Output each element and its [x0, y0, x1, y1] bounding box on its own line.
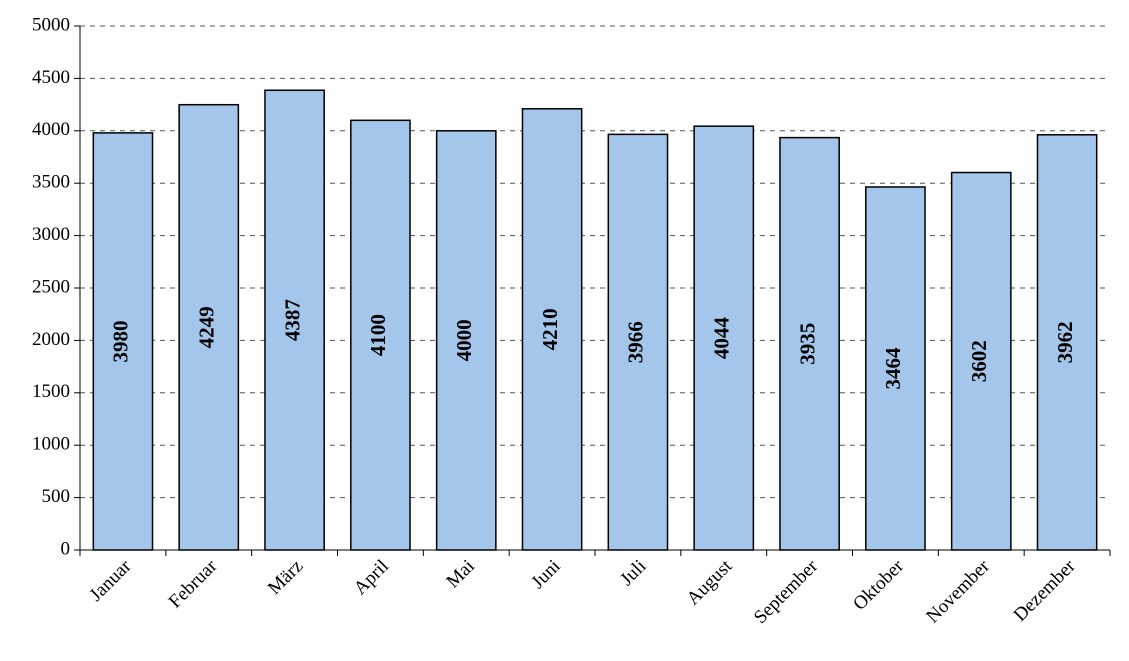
y-tick-label: 4500 — [32, 67, 70, 88]
data-label: 3980 — [109, 320, 133, 362]
bar — [178, 103, 240, 551]
bar — [1036, 134, 1098, 551]
x-tick-label: März — [264, 556, 307, 599]
data-label: 3962 — [1053, 321, 1077, 363]
y-tick-label: 0 — [61, 538, 71, 559]
y-tick-label: 1500 — [32, 381, 70, 402]
x-tick-label: Mai — [442, 556, 478, 592]
data-label: 4387 — [280, 299, 304, 341]
data-label: 4044 — [710, 317, 734, 360]
x-tick-label: Dezember — [1010, 555, 1081, 626]
data-label: 4210 — [538, 308, 562, 350]
x-tick-label: November — [922, 555, 994, 627]
data-label: 3935 — [795, 323, 819, 365]
bar — [350, 119, 411, 551]
y-tick-label: 3500 — [32, 172, 70, 193]
bar — [435, 130, 497, 551]
data-label: 3464 — [881, 347, 905, 390]
x-tick-label: Oktober — [849, 555, 908, 614]
bar — [779, 136, 840, 551]
x-tick-label: April — [350, 556, 393, 599]
x-tick-label: Juni — [527, 556, 564, 593]
bar — [693, 125, 755, 551]
data-label: 4249 — [195, 306, 219, 348]
data-label: 4000 — [452, 319, 476, 361]
bar — [521, 108, 583, 551]
x-tick-label: August — [683, 555, 737, 609]
y-tick-label: 500 — [42, 486, 71, 507]
bar — [264, 89, 325, 551]
bar — [607, 133, 669, 551]
y-tick-label: 2000 — [32, 329, 70, 350]
data-label: 4100 — [366, 314, 390, 356]
y-tick-label: 5000 — [32, 14, 70, 35]
x-tick-label: Januar — [86, 555, 136, 605]
y-tick-label: 3000 — [32, 224, 70, 245]
x-tick-label: Februar — [165, 555, 222, 612]
y-tick-label: 2500 — [32, 276, 70, 297]
x-tick-label: Juli — [616, 556, 650, 590]
data-label: 3602 — [967, 340, 991, 382]
x-tick-label: September — [750, 555, 823, 628]
bar — [865, 186, 926, 551]
y-tick-label: 1000 — [32, 434, 70, 455]
data-label: 3966 — [624, 321, 648, 363]
bar — [950, 171, 1012, 551]
y-tick-label: 4000 — [32, 119, 70, 140]
